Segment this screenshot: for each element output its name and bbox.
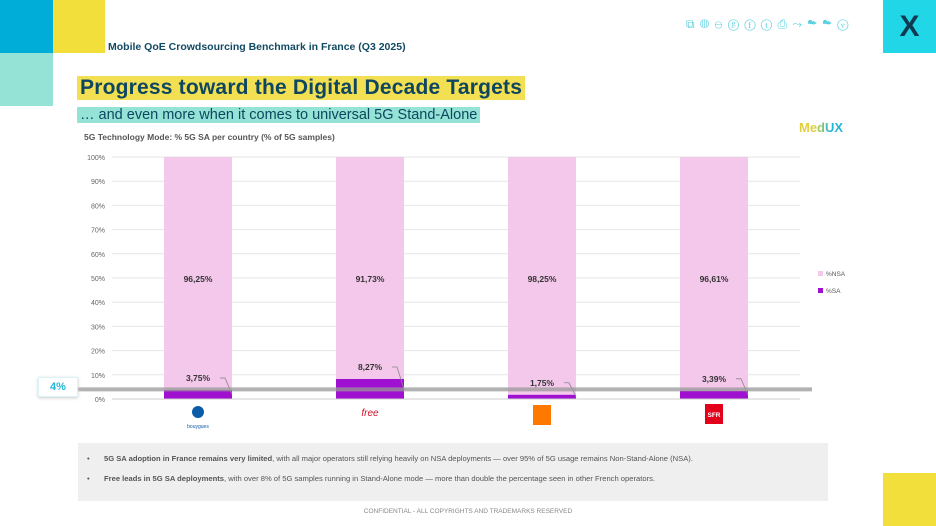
y-tick-label: 80% xyxy=(91,203,105,210)
y-tick-label: 10% xyxy=(91,373,105,380)
decor-square-teal xyxy=(0,53,53,106)
sfr-logo-icon xyxy=(705,404,723,424)
bouygues-logo-icon xyxy=(192,406,204,418)
y-tick-label: 20% xyxy=(91,349,105,356)
y-tick-label: 60% xyxy=(91,252,105,259)
label-leader-line xyxy=(392,366,405,390)
report-title: Mobile QoE Crowdsourcing Benchmark in Fr… xyxy=(108,41,406,53)
y-tick-label: 90% xyxy=(91,179,105,186)
bar-nsa xyxy=(680,157,748,391)
note-item: 5G SA adoption in France remains very li… xyxy=(78,454,828,463)
bar-nsa xyxy=(336,157,404,379)
bar-sa xyxy=(508,394,576,399)
x-logo-icon: X xyxy=(883,0,936,53)
data-label-sa: 3,75% xyxy=(186,373,211,383)
legend-label: %SA xyxy=(826,288,841,295)
page-title: Progress toward the Digital Decade Targe… xyxy=(77,76,526,100)
y-tick-label: 50% xyxy=(91,276,105,283)
y-tick-label: 100% xyxy=(87,155,105,162)
legend-swatch xyxy=(818,271,823,276)
note-item: Free leads in 5G SA deployments, with ov… xyxy=(78,474,828,483)
y-tick-label: 0% xyxy=(95,397,105,404)
social-icons: ⧉ ◍ ⊖ ⓖ ⓕ ⓣ ⎙ ⤳ ☁ ☁ ⓥ xyxy=(686,17,850,31)
y-tick-label: 30% xyxy=(91,324,105,331)
bar-sa xyxy=(164,389,232,399)
bar-nsa xyxy=(164,157,232,390)
bar-nsa xyxy=(508,157,576,395)
decor-square-blue xyxy=(0,0,53,53)
orange-logo-icon xyxy=(533,405,551,425)
notes-box: 5G SA adoption in France remains very li… xyxy=(78,443,828,501)
free-logo-text: free xyxy=(361,408,379,419)
data-label-sa: 8,27% xyxy=(358,362,383,372)
decor-square-yellow-bottom xyxy=(883,473,936,526)
y-tick-label: 40% xyxy=(91,300,105,307)
legend-label: %NSA xyxy=(826,271,846,278)
bouygues-logo-text: bouygues xyxy=(187,424,209,430)
data-label-sa: 1,75% xyxy=(530,378,555,388)
bar-sa xyxy=(680,390,748,399)
data-label-nsa: 96,61% xyxy=(700,274,729,284)
page-subtitle: … and even more when it comes to univers… xyxy=(77,107,481,123)
reference-badge: 4% xyxy=(38,377,78,397)
decor-square-yellow xyxy=(53,0,105,53)
medux-logo: MedUX xyxy=(799,120,844,135)
data-label-nsa: 96,25% xyxy=(184,274,213,284)
data-label-nsa: 98,25% xyxy=(528,274,557,284)
y-tick-label: 70% xyxy=(91,228,105,235)
label-leader-line xyxy=(564,382,577,398)
footer: CONFIDENTIAL - ALL COPYRIGHTS AND TRADEM… xyxy=(363,508,573,515)
data-label-nsa: 91,73% xyxy=(356,274,385,284)
sfr-logo-text: SFR xyxy=(708,412,721,419)
data-label-sa: 3,39% xyxy=(702,374,727,384)
chart: 0% 10% 20% 30% 40% 50% 60% 70% 80% 90% 100% 96,25% 3… xyxy=(67,155,846,430)
legend-swatch xyxy=(818,288,823,293)
chart-title: 5G Technology Mode: % 5G SA per country … xyxy=(84,132,335,142)
